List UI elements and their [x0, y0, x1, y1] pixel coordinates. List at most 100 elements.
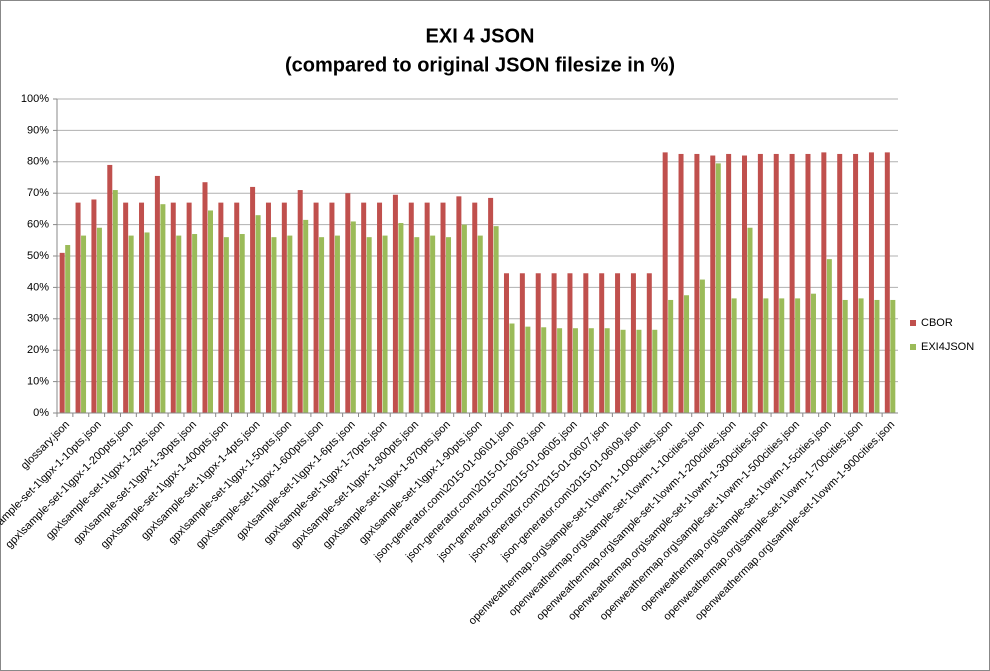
bar: [382, 235, 388, 413]
bar: [154, 175, 160, 413]
bar: [377, 202, 383, 413]
bar: [303, 219, 309, 413]
bar: [350, 221, 356, 413]
legend-swatch: [910, 344, 916, 350]
bar: [493, 226, 499, 413]
legend-swatch: [910, 320, 916, 326]
bar: [763, 298, 769, 413]
bar: [773, 153, 779, 413]
bar: [551, 273, 557, 413]
bar: [313, 202, 319, 413]
bar: [757, 153, 763, 413]
bar: [884, 152, 890, 413]
bar: [91, 199, 97, 413]
bar: [853, 153, 859, 413]
bar: [503, 273, 509, 413]
bar: [588, 328, 594, 413]
bar: [361, 202, 367, 413]
bar: [281, 202, 287, 413]
y-tick-label: 70%: [27, 187, 49, 199]
bar: [615, 273, 621, 413]
bar: [810, 293, 816, 413]
bar: [186, 202, 192, 413]
bar: [297, 190, 303, 413]
bar: [223, 237, 229, 413]
bar: [255, 215, 261, 413]
y-tick-label: 0%: [33, 407, 49, 419]
bar: [726, 153, 732, 413]
bar: [747, 227, 753, 413]
bar: [414, 237, 420, 413]
bar: [334, 235, 340, 413]
bar: [107, 164, 113, 413]
bar: [678, 153, 684, 413]
bar: [826, 259, 832, 413]
bar: [440, 202, 446, 413]
bar: [795, 298, 801, 413]
bar: [805, 153, 811, 413]
y-tick-label: 80%: [27, 156, 49, 168]
bar: [170, 202, 176, 413]
bar: [604, 328, 610, 413]
bar: [868, 152, 874, 413]
bar: [271, 237, 277, 413]
bar: [662, 152, 668, 413]
bar: [842, 299, 848, 413]
bar: [456, 196, 462, 413]
bar: [742, 155, 748, 413]
bar: [345, 193, 351, 413]
bar: [858, 298, 864, 413]
y-tick-label: 20%: [27, 344, 49, 356]
bar: [731, 298, 737, 413]
bar: [96, 227, 102, 413]
bar: [541, 327, 547, 413]
y-tick-label: 10%: [27, 376, 49, 388]
bar: [446, 237, 452, 413]
bar: [424, 202, 430, 413]
bar: [646, 273, 652, 413]
bar: [112, 190, 118, 413]
bar: [128, 235, 134, 413]
legend-label: CBOR: [921, 317, 953, 329]
bar: [144, 232, 150, 413]
bar: [477, 235, 483, 413]
bar: [710, 155, 716, 413]
y-tick-label: 60%: [27, 219, 49, 231]
bar: [65, 245, 71, 413]
bar: [398, 223, 404, 413]
bar: [525, 326, 531, 413]
bar: [837, 153, 843, 413]
bar: [59, 252, 65, 413]
bar: [408, 202, 414, 413]
bar: [630, 273, 636, 413]
bar: [75, 202, 81, 413]
bar: [699, 279, 705, 413]
bar: [430, 235, 436, 413]
bar: [557, 328, 563, 413]
y-tick-label: 100%: [21, 93, 49, 105]
bar: [160, 204, 166, 413]
bar: [366, 237, 372, 413]
bar: [519, 273, 525, 413]
bar: [207, 210, 213, 413]
bar: [472, 202, 478, 413]
bar: [287, 235, 293, 413]
bar: [265, 202, 271, 413]
bar: [652, 329, 658, 413]
bar: [202, 182, 208, 413]
bar: [176, 235, 182, 413]
bar: [636, 329, 642, 413]
bar: [821, 152, 827, 413]
bar: [329, 202, 335, 413]
bar: [715, 163, 721, 413]
bar: [123, 202, 129, 413]
bar: [890, 299, 896, 413]
bar: [461, 224, 467, 413]
bar: [509, 323, 515, 413]
bar: [567, 273, 573, 413]
y-tick-label: 50%: [27, 250, 49, 262]
bar: [250, 186, 256, 413]
chart-subtitle: (compared to original JSON filesize in %…: [285, 54, 675, 76]
bar: [668, 299, 674, 413]
